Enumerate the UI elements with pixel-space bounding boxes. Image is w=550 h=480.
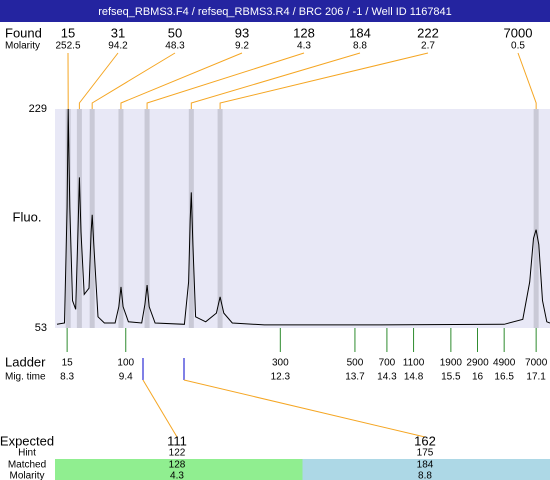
found-size: 184 bbox=[349, 25, 371, 40]
found-label: Found bbox=[5, 25, 42, 40]
found-size: 50 bbox=[168, 25, 182, 40]
found-molarity: 0.5 bbox=[511, 41, 525, 52]
peak-connector bbox=[78, 52, 119, 109]
peak-connector bbox=[219, 52, 429, 109]
matched-label: Matched bbox=[8, 460, 46, 471]
found-size: 93 bbox=[235, 25, 249, 40]
found-molarity: 8.8 bbox=[353, 41, 367, 52]
found-size: 222 bbox=[417, 25, 439, 40]
trace bbox=[56, 108, 550, 326]
ladder-size: 500 bbox=[347, 358, 364, 369]
ladder-size: 100 bbox=[117, 358, 134, 369]
found-molarity: 2.7 bbox=[421, 41, 435, 52]
peak-connector bbox=[517, 52, 537, 109]
peak-band bbox=[76, 109, 82, 328]
peak-band bbox=[188, 109, 194, 328]
ladder-time: 14.3 bbox=[377, 372, 397, 383]
y-axis-label: Fluo. bbox=[13, 209, 42, 224]
matched-band bbox=[302, 459, 550, 480]
mig-time-label: Mig. time bbox=[5, 372, 46, 383]
found-molarity: 252.5 bbox=[55, 41, 80, 52]
y-tick-label: 53 bbox=[35, 322, 47, 334]
ladder-time: 13.7 bbox=[345, 372, 365, 383]
peak-band bbox=[217, 109, 223, 328]
peak-connector bbox=[146, 52, 305, 109]
ladder-time: 17.1 bbox=[526, 372, 546, 383]
ladder-size: 4900 bbox=[493, 358, 516, 369]
found-molarity: 9.2 bbox=[235, 41, 249, 52]
ladder-size: 7000 bbox=[525, 358, 548, 369]
found-size: 7000 bbox=[504, 25, 533, 40]
matched-size: 184 bbox=[417, 460, 434, 471]
peak-band bbox=[533, 109, 539, 328]
hint-size: 122 bbox=[169, 448, 186, 459]
header-title: refseq_RBMS3.F4 / refseq_RBMS3.R4 / BRC … bbox=[98, 6, 452, 18]
peak-connector bbox=[120, 52, 243, 109]
found-molarity: 94.2 bbox=[108, 41, 128, 52]
ladder-size: 700 bbox=[379, 358, 396, 369]
ladder-time: 9.4 bbox=[119, 372, 133, 383]
expected-size: 111 bbox=[167, 433, 187, 448]
ladder-size: 15 bbox=[62, 358, 74, 369]
peak-band bbox=[65, 109, 71, 328]
peak-band bbox=[144, 109, 150, 328]
found-molarity: 4.3 bbox=[297, 41, 311, 52]
hint-size: 175 bbox=[417, 448, 434, 459]
exp-molarity-label: Molarity bbox=[9, 471, 44, 480]
match-connector bbox=[142, 379, 178, 438]
ladder-time: 12.3 bbox=[271, 372, 291, 383]
ladder-size: 1900 bbox=[440, 358, 463, 369]
found-size: 15 bbox=[61, 25, 75, 40]
ladder-time: 14.8 bbox=[404, 372, 424, 383]
ladder-time: 8.3 bbox=[60, 372, 74, 383]
y-tick-label: 229 bbox=[29, 103, 47, 115]
matched-size: 128 bbox=[169, 460, 186, 471]
ladder-time: 15.5 bbox=[441, 372, 461, 383]
expected-label: Expected bbox=[0, 433, 54, 448]
ladder-time: 16 bbox=[472, 372, 484, 383]
ladder-size: 1100 bbox=[403, 358, 425, 369]
match-connector bbox=[183, 379, 426, 438]
plot-area bbox=[55, 109, 550, 328]
ladder-size: 300 bbox=[272, 358, 289, 369]
matched-band bbox=[55, 459, 303, 480]
hint-label: Hint bbox=[18, 448, 36, 459]
header-bar bbox=[0, 0, 550, 22]
found-size: 31 bbox=[111, 25, 125, 40]
found-size: 128 bbox=[293, 25, 315, 40]
ladder-size: 2900 bbox=[466, 358, 489, 369]
matched-molarity: 8.8 bbox=[418, 471, 432, 480]
found-molarity: 48.3 bbox=[165, 41, 185, 52]
expected-size: 162 bbox=[414, 433, 436, 448]
peak-connector bbox=[190, 52, 361, 109]
ladder-label: Ladder bbox=[5, 354, 46, 369]
peak-band bbox=[118, 109, 124, 328]
matched-molarity: 4.3 bbox=[170, 471, 184, 480]
molarity-label: Molarity bbox=[5, 41, 40, 52]
peak-connector bbox=[91, 52, 176, 109]
ladder-time: 16.5 bbox=[494, 372, 514, 383]
